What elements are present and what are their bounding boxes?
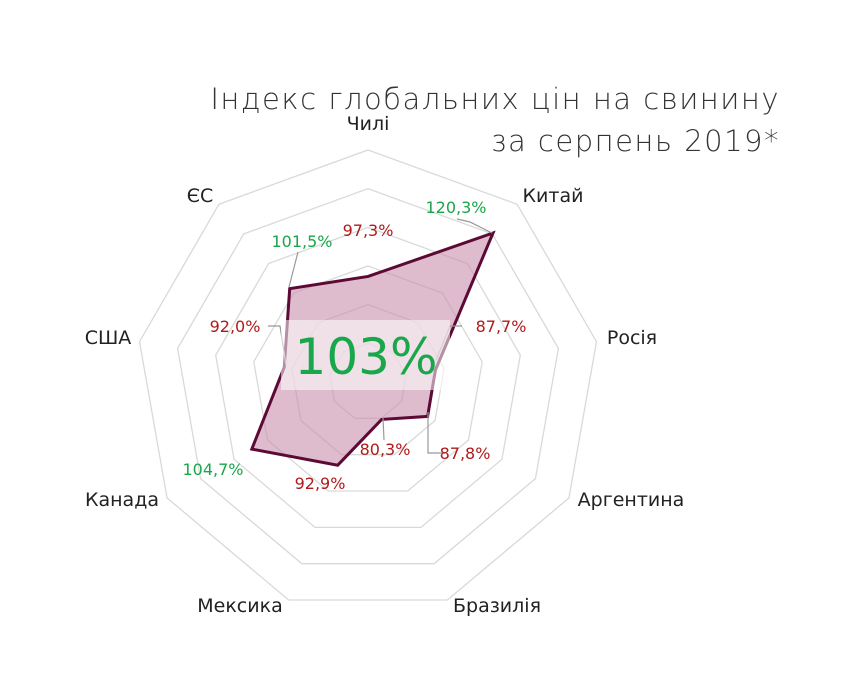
leader-line xyxy=(382,417,385,441)
center-label: 103% xyxy=(295,328,438,386)
category-label: США xyxy=(85,327,132,349)
category-label: Мексика xyxy=(197,595,282,617)
category-label: Канада xyxy=(85,489,159,511)
data-label: 104,7% xyxy=(182,460,243,479)
leader-line xyxy=(456,218,493,234)
data-label: 87,8% xyxy=(440,444,491,463)
data-label: 120,3% xyxy=(425,198,486,217)
leader-line xyxy=(427,412,445,454)
data-label: 101,5% xyxy=(271,232,332,251)
category-label: ЄС xyxy=(187,185,214,207)
title-line-1: Індекс глобальних цін на свинину xyxy=(210,82,780,116)
category-label: Росія xyxy=(607,327,657,349)
grid-ring xyxy=(253,265,483,492)
data-label: 97,3% xyxy=(343,221,394,240)
title-line-2: за серпень 2019* xyxy=(490,124,780,158)
grid-ring xyxy=(176,187,560,565)
category-label: Бразилія xyxy=(453,595,541,617)
leader-line xyxy=(288,251,299,288)
category-label: Аргентина xyxy=(578,489,685,511)
chart-title: Індекс глобальних цін на свинину за серп… xyxy=(210,78,780,162)
data-label: 92,0% xyxy=(210,317,261,336)
grid-ring xyxy=(138,149,598,601)
data-label: 80,3% xyxy=(360,440,411,459)
data-label: 87,7% xyxy=(476,317,527,336)
center-label-box xyxy=(281,320,450,390)
data-label: 92,9% xyxy=(295,474,346,493)
category-label: Чилі xyxy=(347,113,390,135)
category-label: Китай xyxy=(523,185,584,207)
grid-ring xyxy=(215,226,521,528)
